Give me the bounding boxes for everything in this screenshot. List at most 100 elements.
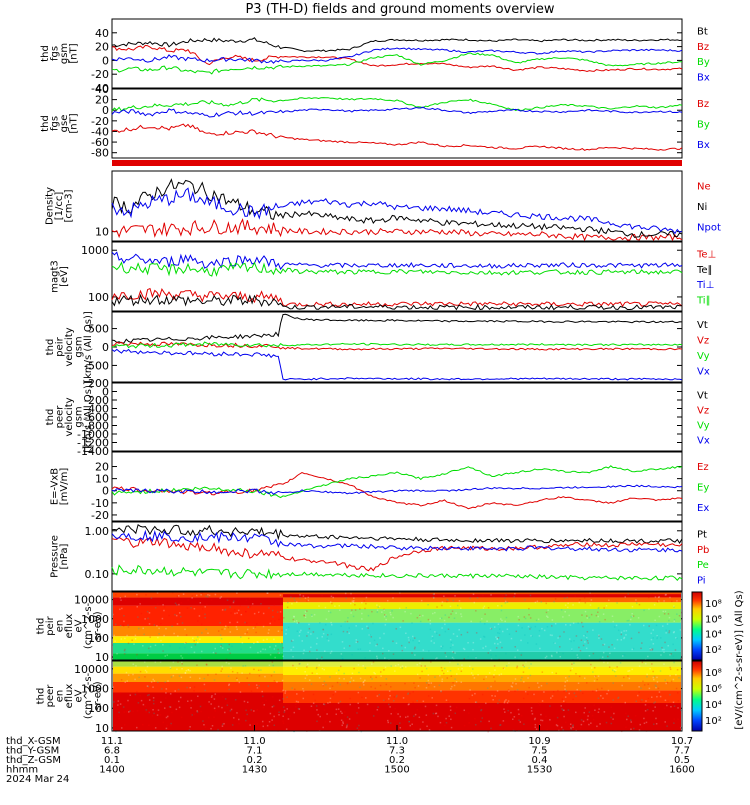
spectrogram-speckle — [340, 719, 343, 722]
spectrogram-speckle — [672, 678, 675, 681]
spectrogram-speckle — [154, 727, 157, 729]
spectrogram-speckle — [197, 641, 199, 644]
spectrogram-speckle — [431, 697, 433, 699]
spectrogram-speckle — [559, 635, 561, 638]
spectrogram-speckle — [199, 657, 202, 659]
spectrogram-speckle — [449, 669, 452, 672]
spectrogram-speckle — [342, 722, 344, 725]
spectrogram-speckle — [654, 596, 657, 598]
spectrogram-speckle — [455, 706, 458, 709]
spectrogram-speckle — [292, 664, 294, 667]
spectrogram-speckle — [359, 648, 362, 650]
spectrogram-speckle — [534, 723, 537, 726]
y-tick-label: -400 — [84, 403, 109, 416]
spectrogram-speckle — [673, 631, 675, 633]
legend-entry-Pt: Pt — [697, 530, 707, 541]
spectrogram-speckle — [598, 621, 601, 623]
x-tick-label: 7.7 — [674, 746, 690, 757]
spectrogram-speckle — [564, 681, 567, 683]
legend-entry-Bz: Bz — [697, 99, 709, 110]
spectrogram-speckle — [353, 600, 355, 602]
spectrogram-speckle — [460, 681, 462, 683]
spectrogram-speckle — [660, 654, 662, 656]
spectrogram-speckle — [150, 681, 153, 683]
spectrogram-speckle — [341, 655, 343, 658]
spectrogram-speckle — [601, 656, 604, 658]
spectrogram-speckle — [304, 614, 307, 616]
spectrogram-speckle — [516, 649, 519, 651]
series-line-Vy — [111, 341, 683, 349]
spectrogram-speckle — [513, 595, 515, 598]
spectrogram-speckle — [135, 657, 138, 660]
spectrogram-speckle — [165, 716, 168, 719]
spectrogram-speckle — [669, 596, 671, 599]
spectrogram-speckle — [572, 622, 575, 624]
spectrogram-speckle — [271, 706, 274, 708]
spectrogram-speckle — [657, 596, 660, 599]
colorbar-tick-label: 10² — [705, 645, 722, 656]
spectrogram-speckle — [264, 675, 266, 678]
spectrogram-speckle — [481, 618, 483, 620]
chart-title: P3 (TH-D) fields and ground moments over… — [245, 2, 554, 17]
spectrogram-speckle — [564, 677, 567, 679]
spectrogram-speckle — [278, 699, 281, 702]
spectrogram-speckle — [452, 682, 454, 684]
spectrogram-speckle — [193, 690, 195, 692]
spectrogram-speckle — [359, 677, 362, 680]
spectrogram-speckle — [565, 624, 567, 626]
spectrogram-speckle — [613, 668, 615, 671]
spectrogram-speckle — [143, 633, 145, 636]
spectrogram-speckle — [228, 688, 230, 691]
spectrogram-speckle — [434, 611, 436, 614]
spectrogram-speckle — [371, 678, 373, 680]
spectrogram-band-before — [113, 605, 283, 626]
spectrogram-speckle — [136, 653, 138, 656]
spectrogram-speckle — [514, 646, 517, 648]
spectrogram-speckle — [142, 723, 144, 726]
spectrogram-speckle — [224, 698, 227, 700]
spectrogram-speckle — [680, 726, 682, 729]
spectrogram-speckle — [187, 599, 189, 601]
spectrogram-speckle — [521, 627, 523, 629]
spectrogram-speckle — [517, 708, 520, 711]
spectrogram-speckle — [551, 655, 553, 658]
spectrogram-speckle — [540, 719, 542, 721]
spectrogram-speckle — [338, 677, 341, 680]
spectrogram-speckle — [592, 652, 595, 655]
spectrogram-speckle — [644, 710, 647, 712]
spectrogram-speckle — [551, 695, 554, 697]
spectrogram-speckle — [524, 634, 526, 636]
spectrogram-speckle — [259, 650, 262, 653]
panel-peer_velocity: -1400-1200-1000-800-600-400-2000200thdpe… — [45, 377, 710, 458]
spectrogram-speckle — [501, 619, 503, 622]
spectrogram-speckle — [511, 685, 514, 688]
spectrogram-speckle — [286, 696, 288, 699]
spectrogram-speckle — [119, 608, 121, 611]
spectrogram-speckle — [321, 594, 323, 597]
spectrogram-speckle — [678, 677, 680, 679]
spectrogram-speckle — [483, 605, 486, 608]
panel-frame — [111, 170, 683, 242]
spectrogram-speckle — [555, 672, 557, 675]
spectrogram-speckle — [366, 625, 368, 628]
spectrogram-speckle — [646, 676, 648, 678]
spectrogram-speckle — [255, 631, 257, 634]
spectrogram-speckle — [362, 665, 364, 667]
spectrogram-speckle — [289, 715, 291, 717]
spectrogram-speckle — [324, 721, 327, 723]
y-tick-label: -60 — [91, 136, 109, 149]
spectrogram-speckle — [432, 637, 434, 639]
spectrogram-speckle — [164, 655, 167, 657]
spectrogram-speckle — [358, 724, 360, 727]
spectrogram-speckle — [581, 621, 583, 624]
spectrogram-speckle — [655, 686, 657, 689]
spectrogram-speckle — [432, 612, 434, 615]
spectrogram-speckle — [350, 677, 353, 679]
spectrogram-speckle — [588, 723, 590, 726]
spectrogram-speckle — [271, 609, 274, 612]
spectrogram-speckle — [237, 718, 240, 721]
spectrogram-speckle — [507, 700, 510, 702]
spectrogram-speckle — [506, 628, 509, 630]
spectrogram-speckle — [518, 713, 520, 715]
